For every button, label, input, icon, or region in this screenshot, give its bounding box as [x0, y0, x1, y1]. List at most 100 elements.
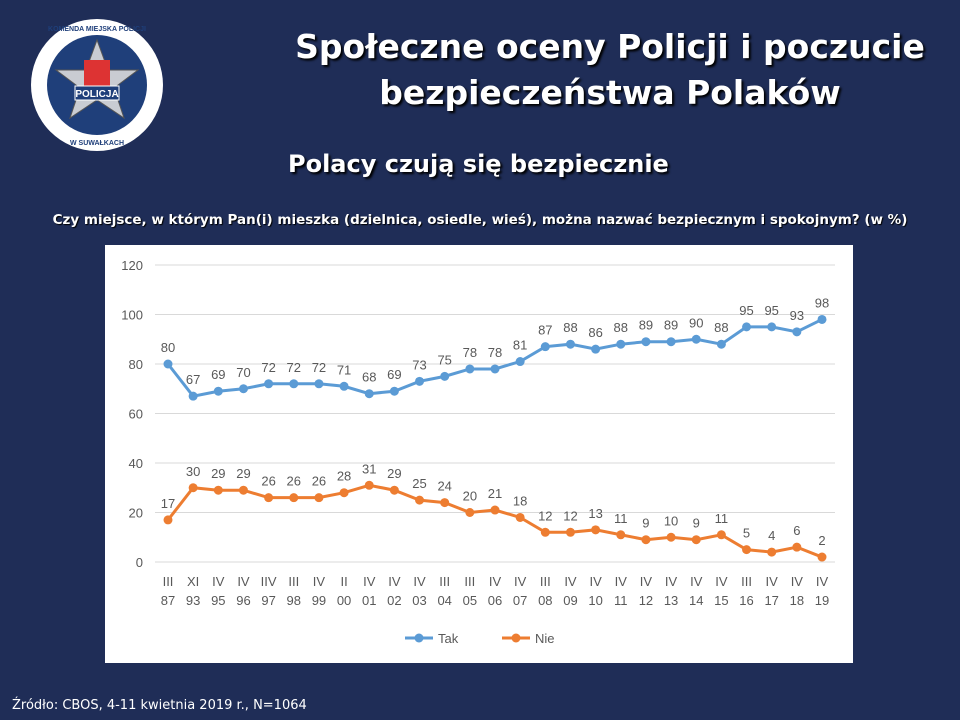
data-label: 11 [715, 511, 729, 526]
x-tick-label: III [540, 574, 551, 589]
data-point [565, 339, 575, 349]
data-label: 68 [362, 370, 376, 385]
svg-text:POLICJA: POLICJA [75, 89, 118, 100]
data-point [213, 386, 223, 396]
legend-label: Nie [535, 631, 555, 646]
data-point [238, 384, 248, 394]
data-point [264, 493, 274, 503]
data-point [691, 535, 701, 545]
data-point [339, 488, 349, 498]
data-point [691, 334, 701, 344]
data-label: 28 [337, 469, 351, 484]
x-tick-label: IV [212, 574, 225, 589]
data-point [264, 379, 274, 389]
x-tick-label: 05 [463, 593, 477, 608]
data-point [440, 498, 450, 508]
data-point [515, 357, 525, 367]
data-point [616, 339, 626, 349]
y-tick-label: 0 [136, 555, 143, 570]
data-label: 89 [664, 318, 678, 333]
x-tick-label: 98 [287, 593, 301, 608]
x-tick-label: 17 [764, 593, 778, 608]
data-label: 4 [768, 528, 775, 543]
svg-text:W SUWAŁKACH: W SUWAŁKACH [70, 140, 124, 147]
x-tick-label: 97 [261, 593, 275, 608]
data-point [792, 542, 802, 552]
y-tick-label: 20 [129, 506, 143, 521]
data-point [616, 530, 626, 540]
legend-label: Tak [438, 631, 459, 646]
x-tick-label: 03 [412, 593, 426, 608]
data-point [364, 480, 374, 490]
x-tick-label: 12 [639, 593, 653, 608]
x-tick-label: IV [791, 574, 804, 589]
x-tick-label: IV [690, 574, 703, 589]
x-tick-label: III [439, 574, 450, 589]
y-tick-label: 40 [129, 456, 143, 471]
x-tick-label: 15 [714, 593, 728, 608]
data-point [339, 381, 349, 391]
data-point [767, 322, 777, 332]
data-label: 29 [387, 466, 401, 481]
legend-marker [414, 633, 424, 643]
x-tick-label: IV [816, 574, 829, 589]
x-tick-label: IV [589, 574, 602, 589]
data-point [415, 376, 425, 386]
x-tick-label: IIV [261, 574, 277, 589]
data-label: 80 [161, 340, 175, 355]
data-label: 72 [261, 360, 275, 375]
data-label: 11 [614, 511, 628, 526]
data-point [188, 391, 198, 401]
data-point [465, 364, 475, 374]
data-point [163, 359, 173, 369]
x-tick-label: 02 [387, 593, 401, 608]
x-tick-label: III [464, 574, 475, 589]
x-tick-label: 06 [488, 593, 502, 608]
data-point [716, 530, 726, 540]
x-tick-label: 93 [186, 593, 200, 608]
x-tick-label: III [741, 574, 752, 589]
subtitle: Polacy czują się bezpiecznie [288, 150, 669, 178]
x-tick-label: 16 [739, 593, 753, 608]
x-tick-label: IV [715, 574, 728, 589]
data-label: 9 [642, 516, 649, 531]
data-label: 12 [538, 508, 552, 523]
x-tick-label: IV [237, 574, 250, 589]
x-tick-label: 04 [437, 593, 451, 608]
police-logo: POLICJA KOMENDA MIEJSKA POLICJI W SUWAŁK… [30, 18, 164, 152]
data-label: 72 [287, 360, 301, 375]
data-point [289, 493, 299, 503]
data-point [591, 525, 601, 535]
x-tick-label: IV [363, 574, 376, 589]
data-label: 21 [488, 486, 502, 501]
data-label: 26 [312, 474, 326, 489]
data-point [666, 532, 676, 542]
data-point [314, 379, 324, 389]
x-tick-label: 11 [614, 593, 628, 608]
data-label: 67 [186, 372, 200, 387]
data-point [540, 342, 550, 352]
data-point [767, 547, 777, 557]
x-tick-label: 08 [538, 593, 552, 608]
data-label: 88 [614, 320, 628, 335]
x-tick-label: 87 [161, 593, 175, 608]
data-point [188, 483, 198, 493]
x-tick-label: II [340, 574, 347, 589]
x-tick-label: 96 [236, 593, 250, 608]
x-tick-label: 10 [588, 593, 602, 608]
data-point [314, 493, 324, 503]
data-point [389, 386, 399, 396]
x-tick-label: 01 [362, 593, 376, 608]
data-label: 5 [743, 526, 750, 541]
source-note: Źródło: CBOS, 4-11 kwietnia 2019 r., N=1… [12, 698, 307, 713]
x-tick-label: IV [640, 574, 653, 589]
data-label: 2 [818, 533, 825, 548]
data-label: 26 [261, 474, 275, 489]
data-point [817, 552, 827, 562]
data-point [415, 495, 425, 505]
data-label: 95 [764, 303, 778, 318]
data-label: 31 [362, 461, 376, 476]
data-label: 18 [513, 493, 527, 508]
y-tick-label: 120 [121, 258, 143, 273]
x-tick-label: 18 [790, 593, 804, 608]
